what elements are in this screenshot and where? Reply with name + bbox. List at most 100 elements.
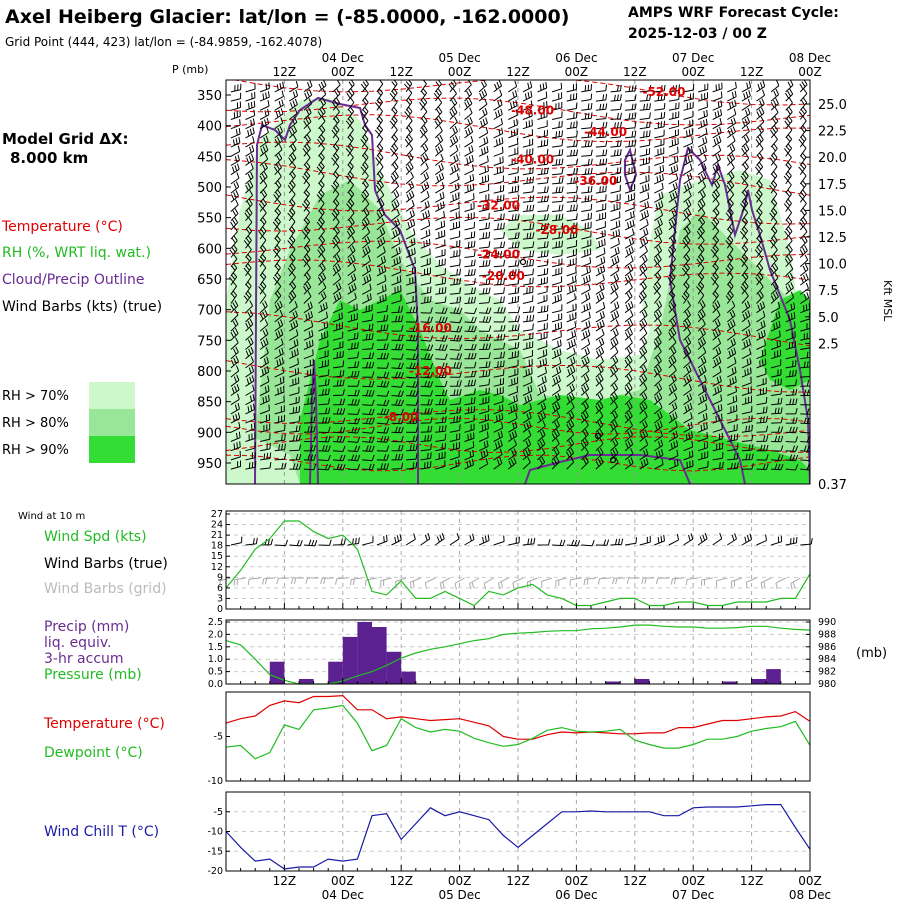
wind-barb (464, 278, 476, 286)
wind-barb (303, 80, 313, 93)
wind-barb (625, 103, 637, 111)
wind-barb (420, 399, 433, 406)
wind-barb (317, 244, 326, 258)
wind-barb-grid (233, 577, 246, 586)
pressure-tick-label: 550 (197, 212, 222, 227)
wind-barb (274, 262, 281, 277)
wind-barb (712, 452, 724, 461)
wind-barb (287, 180, 296, 194)
wind-barb (668, 146, 679, 157)
wind-barb (639, 156, 650, 166)
wind-barb (274, 319, 284, 332)
wind-barb (259, 433, 271, 442)
wind-barb (449, 221, 460, 231)
wind-barb (756, 463, 769, 470)
wind-barb-grid (335, 577, 348, 585)
wind-barb (770, 216, 778, 231)
wind-barb (756, 80, 766, 93)
wind-barb-true (449, 533, 460, 546)
wind-barb (668, 459, 679, 470)
wind-barb (610, 184, 621, 194)
wind-barb (727, 126, 736, 139)
wind-barb (391, 97, 398, 111)
wind-barb-true (260, 538, 273, 546)
wind-barb (303, 301, 313, 314)
wind-barb (653, 245, 663, 258)
wind-barb (449, 424, 461, 433)
wind-barb (274, 338, 284, 350)
wind-barb (333, 463, 346, 471)
wind-barb (230, 450, 241, 461)
wind-barb (318, 80, 327, 93)
hour-label: 12Z (623, 874, 647, 888)
wind-barb (566, 429, 575, 442)
wind-barb (449, 287, 462, 295)
wind-barb (799, 152, 807, 166)
wind-barb (624, 392, 633, 406)
height-tick-label: 22.5 (818, 125, 847, 140)
wind-barb (522, 223, 535, 231)
wind-barb (435, 451, 446, 461)
wind-barb (259, 414, 271, 424)
wind-barb (493, 269, 506, 277)
wind-barb (785, 302, 796, 314)
wind-barb (595, 282, 605, 295)
wind-barb (332, 312, 343, 323)
wind-barb (654, 218, 663, 231)
wind-barb (405, 295, 417, 304)
wind-barb (624, 281, 633, 295)
wind-barb (552, 177, 564, 185)
wind-barb (230, 262, 238, 277)
wind-barb (537, 305, 549, 314)
height-tick-label: 12.5 (818, 231, 847, 246)
wind-barb (799, 263, 809, 277)
wind-barb (508, 448, 517, 461)
wind-barb (800, 351, 810, 360)
wind-barb (302, 143, 311, 157)
wind-barb (712, 375, 722, 387)
hour-label: 00Z (448, 65, 472, 79)
wind-barb (274, 207, 282, 221)
wind-barb (230, 253, 238, 268)
wind-barb (727, 395, 738, 406)
cloud-outline-3 (524, 454, 691, 484)
wind-barb (624, 184, 636, 194)
wind-barb (639, 218, 649, 231)
wind-barb (508, 194, 520, 203)
wind-barb (493, 184, 505, 194)
wind-barb (289, 406, 301, 415)
wind-barb-true (668, 533, 680, 546)
wind-barb (332, 273, 342, 286)
wind-barb (362, 314, 374, 323)
pressure-tick-label: 900 (197, 426, 222, 441)
wind-barb (303, 349, 314, 360)
wind-speed-line (225, 520, 811, 607)
wind-barb (464, 287, 476, 295)
wind-barb (785, 445, 799, 452)
wind-barb (741, 207, 749, 221)
wind-barb (449, 344, 463, 351)
wind-barb (289, 444, 302, 452)
wind-barb (726, 300, 736, 314)
wind-barb (653, 373, 662, 387)
wind-barb (697, 441, 709, 452)
wind-barb (347, 283, 357, 295)
wind-barb (449, 125, 458, 139)
wind-barb (799, 115, 807, 130)
height-tick-label: 5.0 (818, 311, 839, 326)
wind-barb (478, 107, 488, 120)
wind-barb (741, 98, 751, 111)
wind-barb (595, 93, 608, 102)
wind-barb (595, 121, 608, 130)
wind-barb (537, 148, 549, 157)
wind-barb (464, 458, 474, 470)
wind-barb (800, 374, 810, 378)
wind-barb (361, 198, 370, 212)
wind-barb (435, 277, 447, 286)
wind-barb (610, 401, 618, 415)
isotherm-line (226, 114, 810, 143)
dewpoint-label: Dewpoint (°C) (44, 745, 143, 761)
wind-barb (727, 414, 738, 424)
wind-barb (508, 109, 518, 120)
wind-barb (347, 264, 357, 277)
